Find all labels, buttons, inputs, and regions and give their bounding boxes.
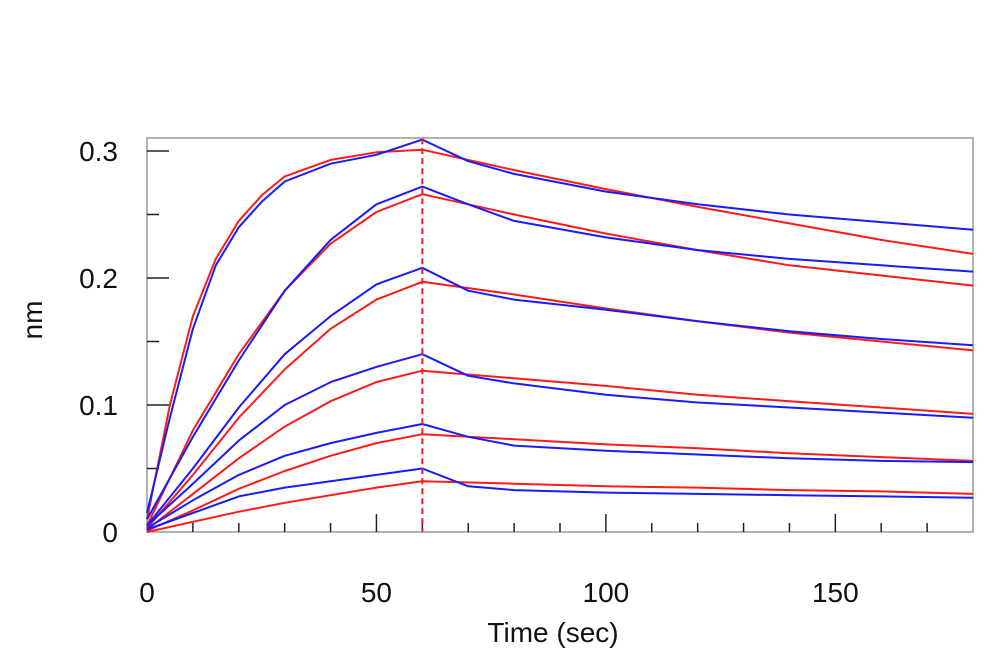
- measured-curve-1: [146, 138, 974, 514]
- y-axis-title: nm: [17, 301, 48, 340]
- y-tick-label: 0: [102, 517, 118, 548]
- plot-frame: [146, 137, 974, 533]
- x-axis-title: Time (sec): [487, 617, 618, 648]
- y-tick-label: 0.1: [79, 390, 118, 421]
- x-tick-label: 50: [361, 577, 392, 608]
- y-tick-labels: 0 0.1 0.2 0.3: [79, 136, 118, 548]
- y-tick-label: 0.3: [79, 136, 118, 167]
- measured-curve-11: [146, 467, 974, 531]
- x-tick-label: 100: [583, 577, 630, 608]
- measured-curve-9: [146, 423, 974, 530]
- measured-curve-3: [146, 185, 974, 520]
- measured-curve-5: [146, 266, 974, 527]
- x-tick-label: 0: [139, 577, 155, 608]
- fit-curve-0: [146, 148, 974, 520]
- measured-curve-7: [146, 353, 974, 527]
- x-tick-labels: 0 50 100 150: [139, 577, 858, 608]
- y-tick-label: 0.2: [79, 263, 118, 294]
- x-tick-label: 150: [812, 577, 859, 608]
